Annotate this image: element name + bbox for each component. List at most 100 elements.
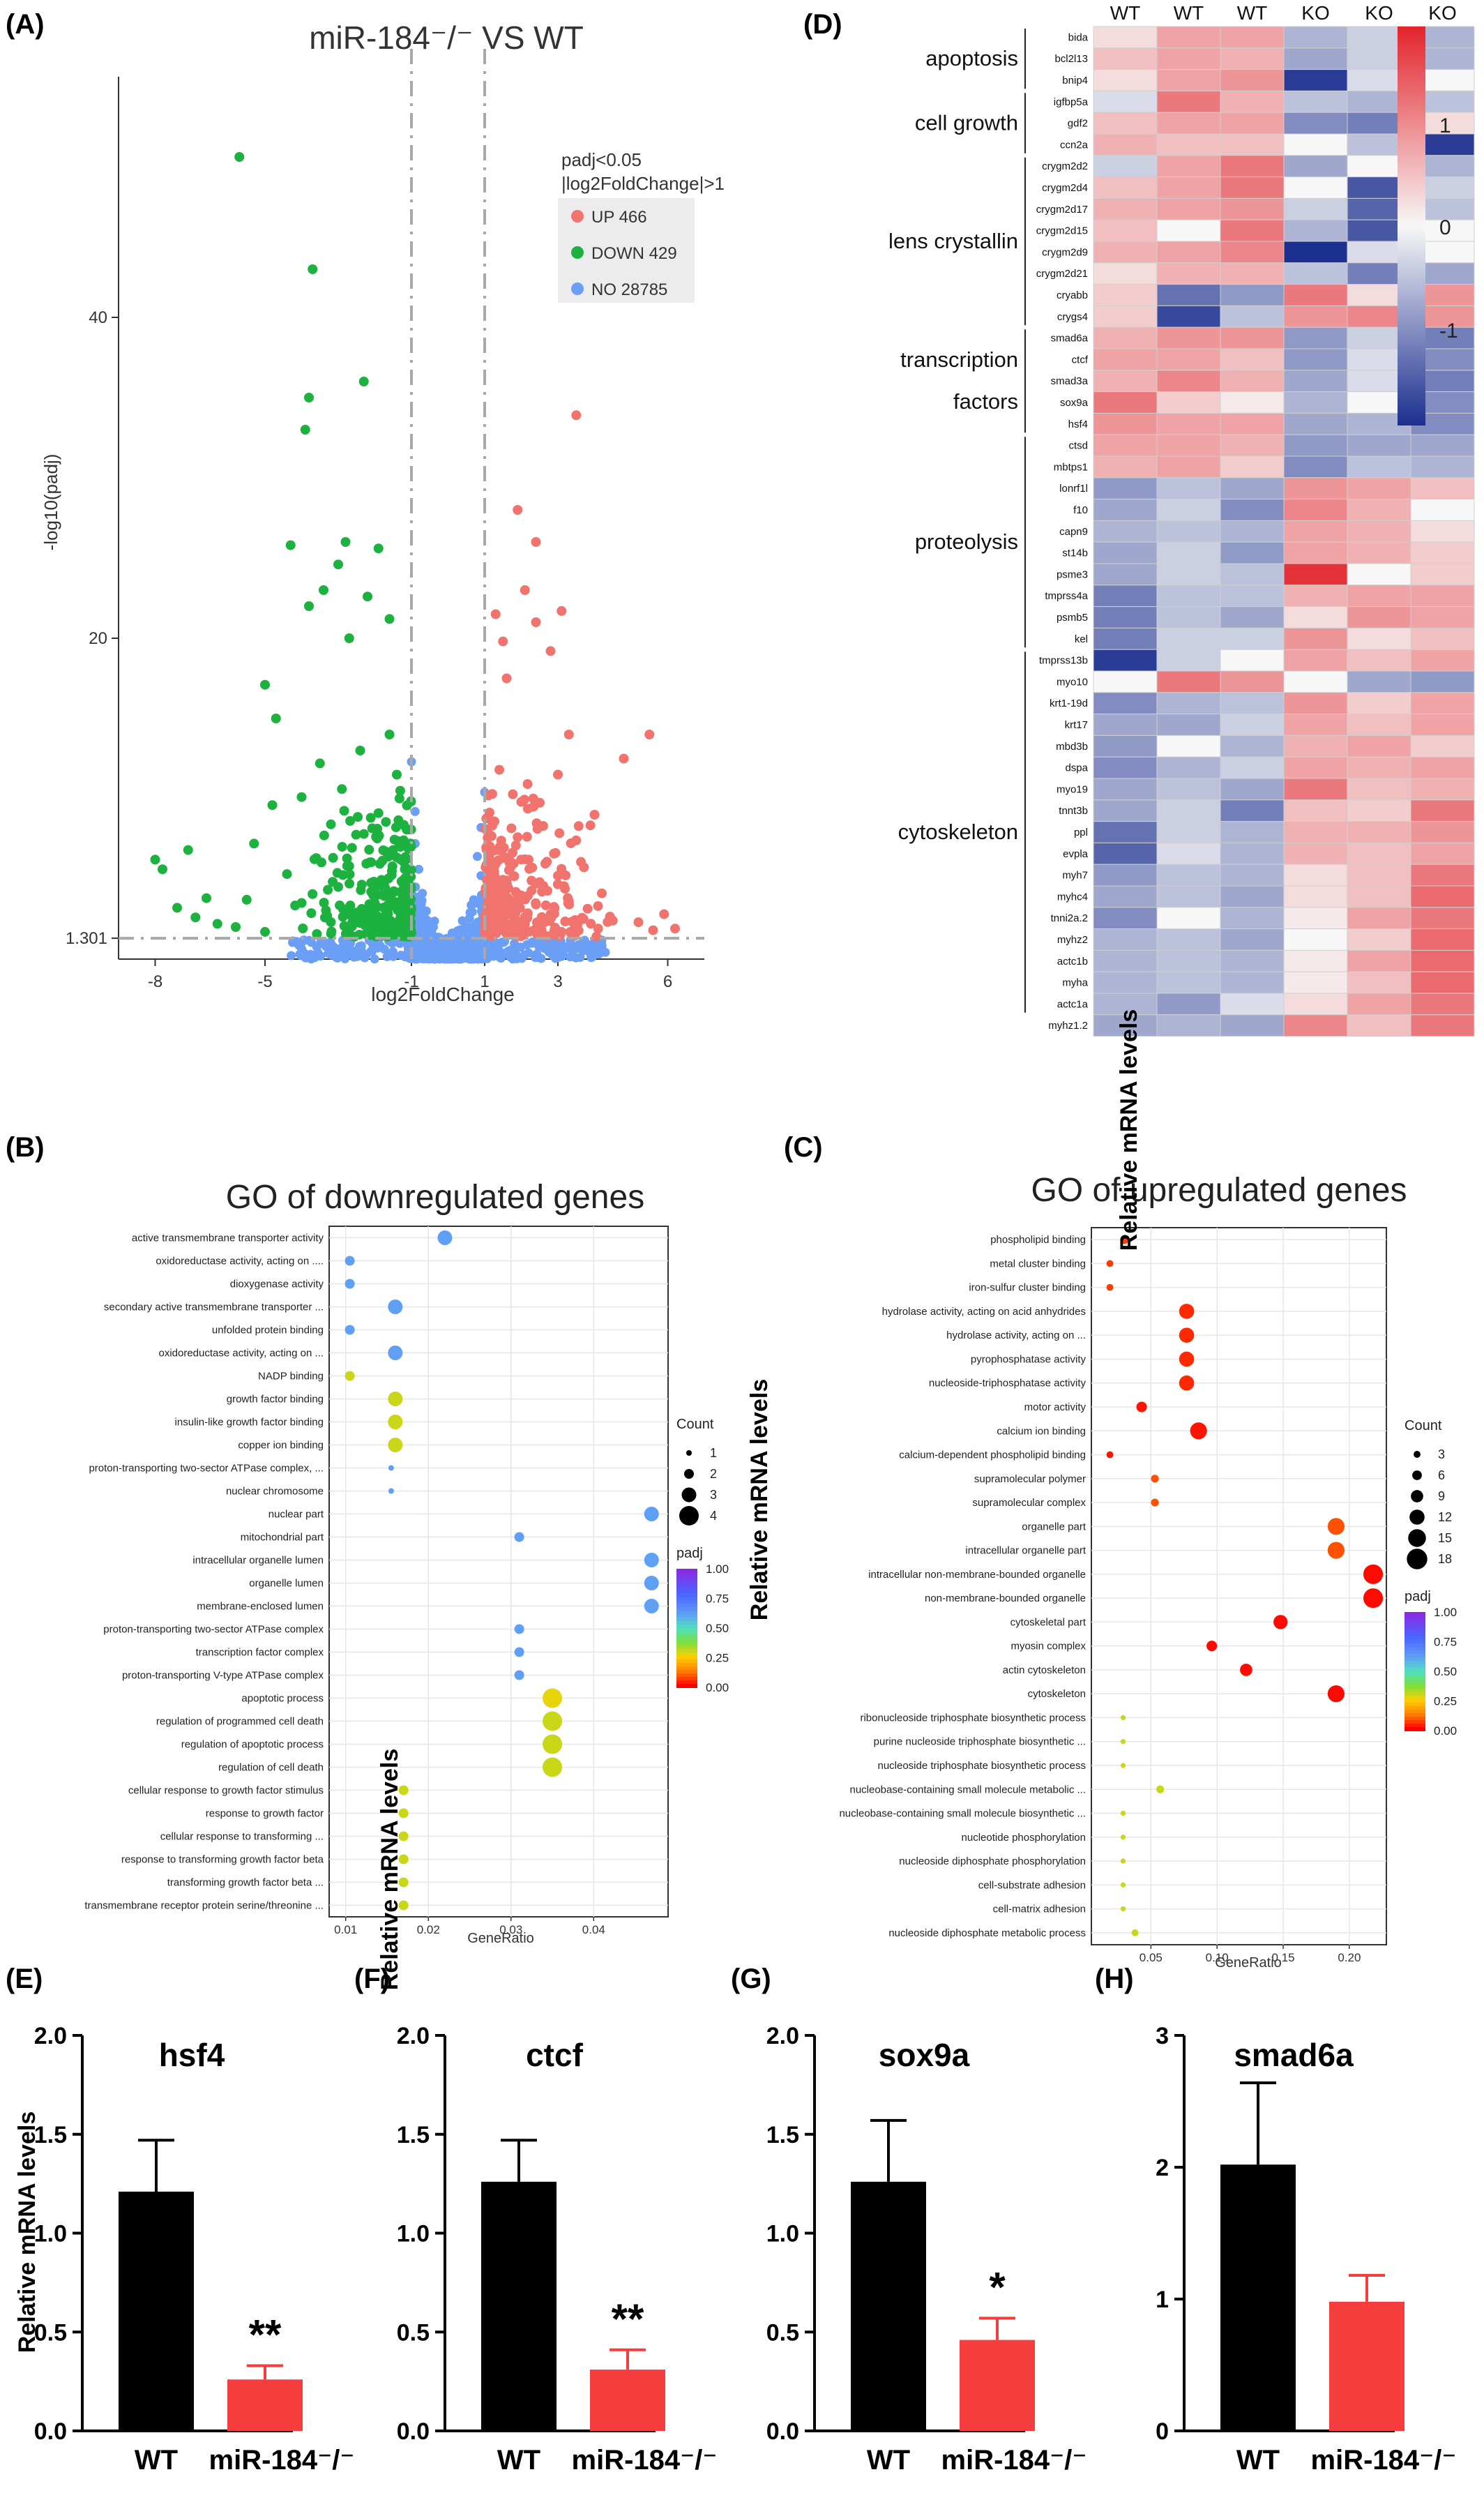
downregulated-point bbox=[400, 864, 410, 875]
heatmap-cell bbox=[1220, 864, 1285, 887]
padj-legend-bar-segment bbox=[1404, 1643, 1425, 1648]
heatmap-cell bbox=[1156, 928, 1221, 951]
heatmap-cell bbox=[1410, 563, 1475, 586]
heatmap-cell bbox=[1283, 670, 1348, 693]
downregulated-point bbox=[249, 838, 259, 849]
volcano-x-tick-label: 1 bbox=[480, 972, 489, 991]
heatmap-group-label: cytoskeleton bbox=[898, 820, 1018, 844]
downregulated-point bbox=[296, 792, 307, 802]
legend-up-label: UP 466 bbox=[591, 208, 647, 227]
bar-category-label: miR-184⁻/⁻ bbox=[1311, 2445, 1457, 2476]
downregulated-point bbox=[158, 864, 167, 875]
volcano-x-tick-label: -5 bbox=[257, 972, 272, 991]
count-legend-dot bbox=[679, 1506, 699, 1526]
downregulated-point bbox=[285, 540, 296, 550]
heatmap-cell bbox=[1347, 864, 1411, 887]
go-term-label: nucleoside-triphosphatase activity bbox=[929, 1378, 1086, 1389]
downregulated-point bbox=[241, 894, 252, 905]
heatmap-row-label: tnni2a.2 bbox=[1051, 912, 1088, 924]
bar-title: ctcf bbox=[526, 2037, 583, 2073]
upregulated-point bbox=[531, 617, 541, 627]
wt-bar bbox=[119, 2191, 194, 2431]
go-term-label: phospholipid binding bbox=[990, 1234, 1086, 1246]
go-term-label: cytoskeleton bbox=[1028, 1688, 1086, 1700]
volcano-x-tick-label: 6 bbox=[663, 972, 672, 991]
heatmap-cell bbox=[1410, 971, 1475, 994]
heatmap-cell bbox=[1093, 885, 1158, 908]
upregulated-point bbox=[508, 789, 518, 799]
heatmap-cell bbox=[1220, 692, 1285, 715]
downregulated-point bbox=[381, 817, 391, 827]
heatmap-cell bbox=[1410, 993, 1475, 1016]
downregulated-point bbox=[363, 592, 372, 602]
go-term-label: mitochondrial part bbox=[241, 1532, 324, 1544]
bar-y-tick-label: 0 bbox=[1156, 2418, 1169, 2445]
padj-legend-bar-segment bbox=[676, 1632, 697, 1636]
upregulated-point bbox=[501, 673, 512, 684]
heatmap-cell bbox=[1093, 1014, 1158, 1037]
heatmap-cell bbox=[1156, 606, 1221, 628]
upregulated-point bbox=[493, 855, 503, 866]
heatmap-cell bbox=[1220, 971, 1285, 994]
no-change-point bbox=[469, 895, 478, 905]
bar-y-tick-label: 1.5 bbox=[766, 2122, 799, 2148]
downregulated-point bbox=[387, 861, 397, 872]
go-term-label: intracellular organelle part bbox=[965, 1545, 1086, 1557]
go-term-label: proton-transporting two-sector ATPase co… bbox=[89, 1463, 324, 1475]
heatmap-row-label: krt1-19d bbox=[1050, 698, 1088, 709]
downregulated-point bbox=[384, 614, 395, 624]
heatmap-cell bbox=[1283, 842, 1348, 865]
go-term-label: regulation of apoptotic process bbox=[181, 1739, 324, 1751]
bar-y-tick-label: 2.0 bbox=[34, 2023, 67, 2049]
heatmap-cell bbox=[1283, 499, 1348, 521]
heatmap-cell bbox=[1093, 455, 1158, 479]
downregulated-point bbox=[395, 912, 406, 922]
no-change-point bbox=[316, 951, 326, 961]
downregulated-point bbox=[355, 746, 365, 755]
padj-legend-bar-segment bbox=[1404, 1678, 1425, 1682]
upregulated-point bbox=[538, 821, 548, 831]
bar-title: hsf4 bbox=[159, 2037, 225, 2073]
heatmap-cell bbox=[1283, 112, 1348, 135]
no-change-point bbox=[301, 953, 310, 963]
heatmap-cell bbox=[1220, 26, 1285, 49]
volcano-x-tick-label: 3 bbox=[553, 972, 562, 991]
no-change-point bbox=[465, 907, 475, 917]
volcano-y-tick-label: 40 bbox=[89, 308, 107, 327]
bar-y-tick-label: 0.0 bbox=[397, 2418, 430, 2445]
no-change-point bbox=[558, 950, 568, 960]
heatmap-column-label: KO bbox=[1365, 2, 1393, 24]
heatmap-cell bbox=[1156, 864, 1221, 887]
go-term-dot bbox=[543, 1688, 563, 1708]
bar-category-label: WT bbox=[497, 2445, 540, 2476]
go-term-label: nucleobase-containing small molecule bio… bbox=[839, 1808, 1086, 1820]
heatmap-row-label: gdf2 bbox=[1068, 118, 1088, 130]
downregulated-point bbox=[282, 869, 292, 880]
heatmap-cell bbox=[1410, 649, 1475, 672]
upregulated-point bbox=[589, 810, 600, 820]
heatmap-column-label: WT bbox=[1110, 2, 1141, 24]
go-term-label: calcium ion binding bbox=[997, 1425, 1086, 1437]
upregulated-point bbox=[633, 917, 644, 928]
upregulated-point bbox=[509, 915, 520, 926]
downregulated-point bbox=[387, 888, 397, 898]
go-term-dot bbox=[1120, 1810, 1126, 1816]
go-term-dot bbox=[398, 1877, 409, 1888]
go-term-label: regulation of programmed cell death bbox=[156, 1716, 324, 1728]
heatmap-cell bbox=[1156, 112, 1221, 135]
downregulated-point bbox=[328, 852, 338, 863]
heatmap-cell bbox=[1156, 735, 1221, 758]
padj-legend-bar-segment bbox=[676, 1579, 697, 1583]
downregulated-point bbox=[340, 537, 351, 547]
heatmap-row-label: bida bbox=[1068, 31, 1089, 43]
no-change-point bbox=[386, 948, 396, 958]
heatmap-cell bbox=[1156, 520, 1221, 543]
heatmap-cell bbox=[1093, 412, 1158, 435]
volcano-x-tick-label: -1 bbox=[404, 972, 418, 991]
padj-legend-bar-segment bbox=[676, 1618, 697, 1622]
no-change-point bbox=[499, 937, 508, 947]
count-legend-dot bbox=[1411, 1490, 1423, 1502]
downregulated-point bbox=[300, 425, 310, 435]
heatmap-cell bbox=[1283, 26, 1348, 49]
no-change-point bbox=[456, 954, 466, 963]
